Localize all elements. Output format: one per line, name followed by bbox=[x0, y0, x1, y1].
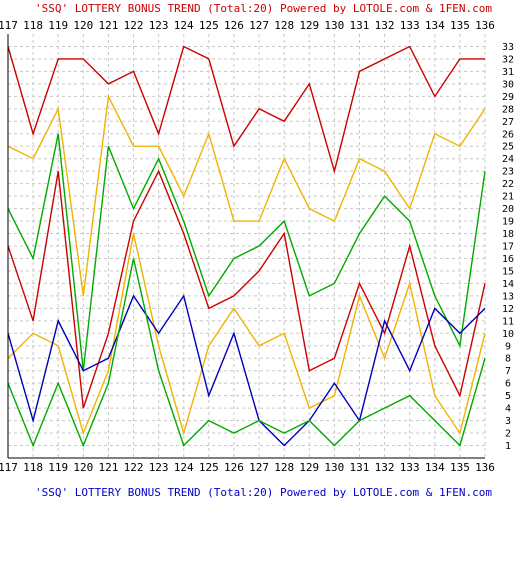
y-tick-label: 10 bbox=[502, 329, 514, 340]
x-tick-label-bottom: 135 bbox=[450, 461, 470, 474]
y-tick-label: 18 bbox=[502, 229, 514, 240]
y-tick-label: 3 bbox=[505, 416, 511, 427]
x-tick-label-bottom: 131 bbox=[350, 461, 370, 474]
y-tick-label: 4 bbox=[505, 404, 511, 415]
x-tick-label-top: 118 bbox=[23, 19, 43, 32]
series-line-3 bbox=[7, 133, 486, 371]
x-tick-label-top: 119 bbox=[48, 19, 68, 32]
y-tick-label: 13 bbox=[502, 291, 514, 302]
y-tick-label: 9 bbox=[505, 341, 511, 352]
series-line-1 bbox=[7, 45, 485, 174]
x-tick-label-bottom: 127 bbox=[249, 461, 269, 474]
y-tick-label: 28 bbox=[502, 104, 514, 115]
x-tick-labels-bottom: 117 118 119 120 121 122 123 124 125 126 127 128 129 1… bbox=[0, 461, 495, 474]
y-tick-label: 16 bbox=[502, 254, 514, 265]
y-tick-label: 21 bbox=[502, 192, 514, 203]
y-tick-label: 26 bbox=[502, 129, 514, 140]
y-tick-label: 19 bbox=[502, 217, 514, 228]
x-tick-label-top: 121 bbox=[98, 19, 118, 32]
series-line-6 bbox=[7, 294, 486, 447]
y-tick-label: 11 bbox=[502, 316, 514, 327]
x-tick-labels-top: 117 118 119 120 121 122 123 124 125 126 127 128 129 1… bbox=[0, 19, 495, 32]
y-tick-label: 30 bbox=[502, 79, 514, 90]
y-tick-label: 12 bbox=[502, 304, 514, 315]
grid-lines bbox=[7, 34, 486, 458]
y-tick-label: 23 bbox=[502, 167, 514, 178]
x-tick-label-bottom: 128 bbox=[274, 461, 294, 474]
x-tick-label-bottom: 123 bbox=[149, 461, 169, 474]
y-tick-label: 33 bbox=[502, 42, 514, 53]
x-tick-label-top: 120 bbox=[73, 19, 93, 32]
x-tick-label-bottom: 117 bbox=[0, 461, 18, 474]
x-tick-label-bottom: 129 bbox=[299, 461, 319, 474]
y-tick-label: 27 bbox=[502, 117, 514, 128]
x-tick-label-bottom: 133 bbox=[400, 461, 420, 474]
x-tick-label-top: 123 bbox=[149, 19, 169, 32]
y-tick-label: 32 bbox=[502, 54, 514, 65]
x-tick-label-bottom: 134 bbox=[425, 461, 445, 474]
y-tick-label: 14 bbox=[502, 279, 514, 290]
x-tick-label-top: 129 bbox=[299, 19, 319, 32]
y-tick-label: 25 bbox=[502, 142, 514, 153]
x-tick-label-bottom: 136 bbox=[475, 461, 495, 474]
x-tick-label-top: 132 bbox=[375, 19, 395, 32]
y-tick-label: 29 bbox=[502, 92, 514, 103]
y-tick-label: 31 bbox=[502, 67, 514, 78]
series-line-4 bbox=[7, 169, 486, 409]
x-tick-label-top: 128 bbox=[274, 19, 294, 32]
y-tick-label: 2 bbox=[505, 429, 511, 440]
x-tick-label-bottom: 125 bbox=[199, 461, 219, 474]
axes bbox=[7, 34, 485, 459]
x-tick-label-top: 117 bbox=[0, 19, 18, 32]
x-tick-label-top: 130 bbox=[324, 19, 344, 32]
y-tick-label: 6 bbox=[505, 379, 511, 390]
y-tick-label: 24 bbox=[502, 154, 514, 165]
x-tick-label-bottom: 119 bbox=[48, 461, 68, 474]
x-tick-label-bottom: 121 bbox=[98, 461, 118, 474]
x-tick-label-top: 136 bbox=[475, 19, 495, 32]
series-line-2 bbox=[7, 94, 486, 296]
x-tick-label-bottom: 120 bbox=[73, 461, 93, 474]
x-tick-label-top: 125 bbox=[199, 19, 219, 32]
y-tick-label: 1 bbox=[505, 441, 511, 452]
y-tick-label: 8 bbox=[505, 354, 511, 365]
y-tick-label: 15 bbox=[502, 266, 514, 277]
x-tick-label-top: 134 bbox=[425, 19, 445, 32]
chart-header-caption: 'SSQ' LOTTERY BONUS TREND (Total:20) Pow… bbox=[35, 2, 492, 15]
y-tick-label: 7 bbox=[505, 366, 511, 377]
x-tick-label-bottom: 130 bbox=[324, 461, 344, 474]
x-tick-label-top: 127 bbox=[249, 19, 269, 32]
series-lines bbox=[7, 45, 486, 448]
x-tick-label-bottom: 126 bbox=[224, 461, 244, 474]
x-tick-label-bottom: 124 bbox=[174, 461, 194, 474]
x-tick-label-bottom: 132 bbox=[375, 461, 395, 474]
x-tick-label-top: 126 bbox=[224, 19, 244, 32]
y-tick-label: 17 bbox=[502, 242, 514, 253]
x-tick-label-top: 133 bbox=[400, 19, 420, 32]
y-tick-label: 22 bbox=[502, 179, 514, 190]
x-tick-label-bottom: 122 bbox=[124, 461, 144, 474]
y-tick-label: 5 bbox=[505, 391, 511, 402]
series-line-5 bbox=[7, 233, 486, 436]
y-tick-labels: 1234567891011121314151617181920212223242… bbox=[502, 42, 514, 452]
x-tick-label-top: 131 bbox=[350, 19, 370, 32]
y-tick-label: 20 bbox=[502, 204, 514, 215]
series-line-7 bbox=[7, 258, 486, 448]
x-tick-label-top: 122 bbox=[124, 19, 144, 32]
x-tick-label-top: 135 bbox=[450, 19, 470, 32]
chart-footer-caption: 'SSQ' LOTTERY BONUS TREND (Total:20) Pow… bbox=[35, 486, 492, 499]
x-tick-label-bottom: 118 bbox=[23, 461, 43, 474]
x-tick-label-top: 124 bbox=[174, 19, 194, 32]
